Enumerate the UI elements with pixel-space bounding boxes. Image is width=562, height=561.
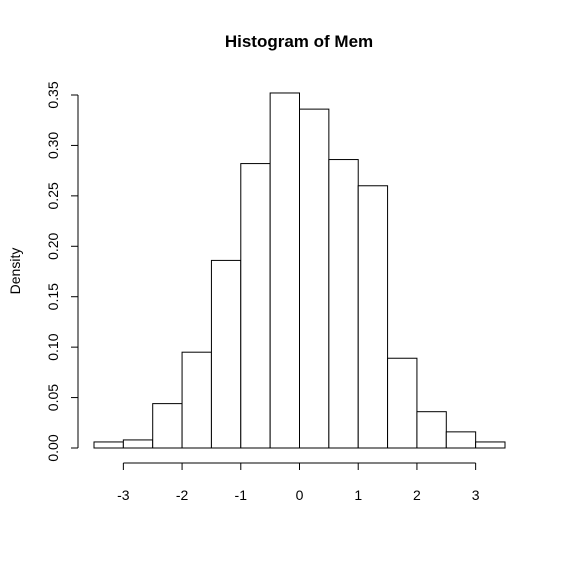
x-tick-label: 0 bbox=[296, 487, 304, 503]
histogram-bar bbox=[416, 411, 447, 449]
histogram-bar bbox=[181, 351, 212, 449]
histogram-bar bbox=[122, 439, 154, 449]
y-tick-label: 0.15 bbox=[45, 283, 61, 310]
y-tick-label: 0.00 bbox=[45, 434, 61, 461]
histogram-bar bbox=[387, 357, 418, 449]
histogram-bar bbox=[299, 108, 330, 449]
histogram-bar bbox=[328, 159, 359, 449]
bars-group bbox=[93, 92, 506, 449]
histogram-bar bbox=[357, 185, 389, 449]
x-tick-label: -3 bbox=[117, 487, 130, 503]
y-tick-label: 0.20 bbox=[45, 232, 61, 259]
y-axis: 0.00 0.05 0.10 0.15 0.20 0.25 0.30 0.35 bbox=[45, 81, 79, 462]
histogram-bar bbox=[445, 431, 477, 449]
y-tick-label: 0.30 bbox=[45, 132, 61, 159]
histogram-bar bbox=[269, 92, 301, 449]
x-tick-label: 3 bbox=[472, 487, 480, 503]
x-tick-label: -2 bbox=[176, 487, 189, 503]
x-axis: -3 -2 -1 0 1 2 3 bbox=[117, 462, 480, 503]
x-tick-label: -1 bbox=[235, 487, 248, 503]
histogram-bar bbox=[210, 259, 242, 449]
histogram-bar bbox=[152, 403, 183, 449]
histogram-bar bbox=[475, 441, 506, 449]
y-axis-label: Density bbox=[7, 248, 23, 295]
y-tick-label: 0.05 bbox=[45, 384, 61, 411]
histogram-bar bbox=[240, 163, 271, 449]
x-tick-label: 2 bbox=[413, 487, 421, 503]
histogram-bar bbox=[93, 441, 124, 449]
y-tick-label: 0.10 bbox=[45, 333, 61, 360]
x-tick-label: 1 bbox=[354, 487, 362, 503]
y-tick-label: 0.25 bbox=[45, 182, 61, 209]
chart-title: Histogram of Mem bbox=[225, 32, 373, 51]
y-tick-label: 0.35 bbox=[45, 81, 61, 108]
